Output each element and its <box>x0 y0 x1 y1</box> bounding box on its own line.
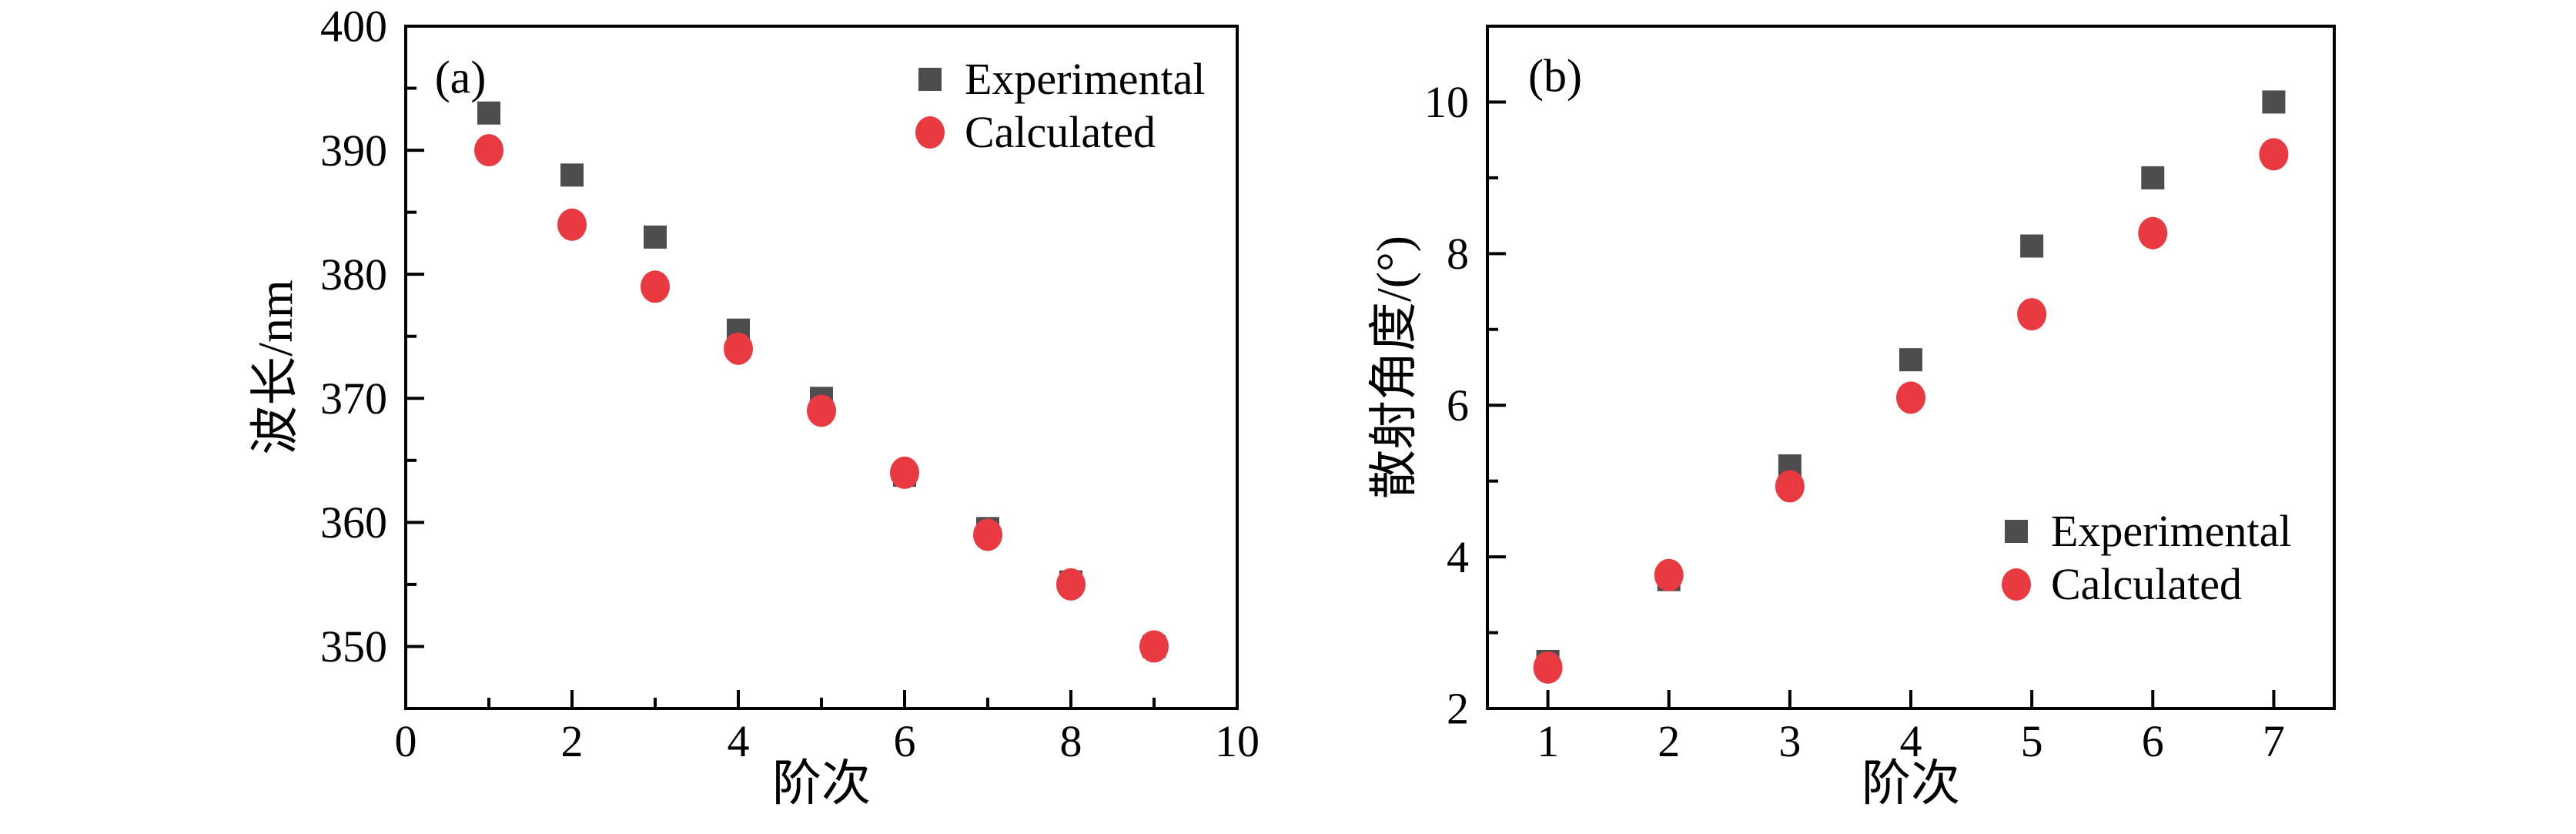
data-point-calculated <box>557 208 587 241</box>
x-tick-label: 2 <box>1658 716 1680 766</box>
x-tick-label: 4 <box>1900 716 1922 766</box>
data-point-calculated <box>1775 470 1805 503</box>
x-tick-label: 0 <box>395 716 417 766</box>
data-point-calculated <box>973 518 1002 551</box>
data-point-calculated <box>2138 216 2168 250</box>
plot-b-y-axis-title: 散射角度/(°) <box>1367 236 1421 499</box>
data-point-calculated <box>724 332 753 365</box>
plot-a-panel-label: (a) <box>434 52 487 103</box>
data-point-calculated <box>807 394 836 427</box>
data-point-experimental <box>644 225 667 249</box>
data-point-calculated <box>1056 568 1086 601</box>
experimental-square-swatch <box>918 67 942 91</box>
plot-b-x-axis-title: 阶次 <box>1862 756 1960 811</box>
y-tick-label: 8 <box>1447 229 1469 279</box>
data-point-calculated <box>474 134 503 167</box>
legend-label-calculated: Calculated <box>2051 559 2243 609</box>
plot-b-panel-label: (b) <box>1528 50 1582 102</box>
data-point-experimental <box>1899 348 1922 372</box>
calculated-circle-swatch <box>2002 568 2031 601</box>
data-point-calculated <box>1654 558 1684 591</box>
data-point-calculated <box>2017 298 2047 331</box>
y-tick-label: 390 <box>320 126 387 176</box>
legend-row-calculated: Calculated <box>2000 558 2291 611</box>
y-tick-label: 400 <box>320 2 387 52</box>
x-tick-label: 8 <box>1060 716 1082 766</box>
y-tick-label: 360 <box>320 497 387 548</box>
data-point-calculated <box>1139 630 1169 663</box>
plot-b-canvas: 1 2 3 4 5 6 7 2 4 6 8 10 <box>1424 25 2336 766</box>
plot-a-legend: Experimental Calculated <box>914 52 1205 159</box>
legend-label-experimental: Experimental <box>2051 506 2292 556</box>
x-tick-label: 3 <box>1778 716 1801 766</box>
y-tick-label: 10 <box>1424 77 1469 127</box>
data-point-experimental <box>560 163 584 187</box>
x-tick-label: 2 <box>561 716 584 766</box>
x-tick-label: 5 <box>2021 716 2043 766</box>
y-tick-label: 4 <box>1447 532 1469 582</box>
y-tick-label: 6 <box>1447 380 1469 430</box>
data-point-experimental <box>2141 166 2165 189</box>
legend-label-calculated: Calculated <box>965 107 1156 157</box>
x-tick-label: 6 <box>2142 716 2164 766</box>
x-tick-label: 4 <box>728 716 750 766</box>
y-tick-label: 350 <box>320 621 387 672</box>
data-point-calculated <box>641 270 670 303</box>
data-point-experimental <box>2262 90 2286 114</box>
experimental-square-swatch <box>2005 519 2028 543</box>
plot-b-legend: Experimental Calculated <box>2000 504 2291 611</box>
y-tick-label: 370 <box>320 373 387 424</box>
data-point-calculated <box>1896 381 1925 414</box>
data-point-experimental <box>2020 234 2044 258</box>
legend-label-experimental: Experimental <box>965 54 1206 104</box>
plot-a-canvas: 0 2 4 6 8 10 350 360 370 380 390 400 <box>320 2 1260 766</box>
y-tick-label: 2 <box>1447 684 1469 734</box>
legend-row-experimental: Experimental <box>914 52 1205 106</box>
plot-a-x-axis-title: 阶次 <box>772 756 871 811</box>
y-tick-label: 380 <box>320 250 387 300</box>
data-point-experimental <box>477 101 500 125</box>
x-tick-label: 7 <box>2263 716 2285 766</box>
legend-row-calculated: Calculated <box>914 106 1205 159</box>
x-tick-label: 10 <box>1215 716 1260 766</box>
plot-a-y-axis-title: 波长/nm <box>248 280 303 455</box>
legend-row-experimental: Experimental <box>2000 504 2291 558</box>
data-point-calculated <box>1533 651 1563 684</box>
x-tick-label: 6 <box>894 716 916 766</box>
data-point-calculated <box>2259 138 2289 171</box>
x-tick-label: 1 <box>1537 716 1559 766</box>
calculated-circle-swatch <box>915 116 945 149</box>
data-point-calculated <box>890 456 919 489</box>
